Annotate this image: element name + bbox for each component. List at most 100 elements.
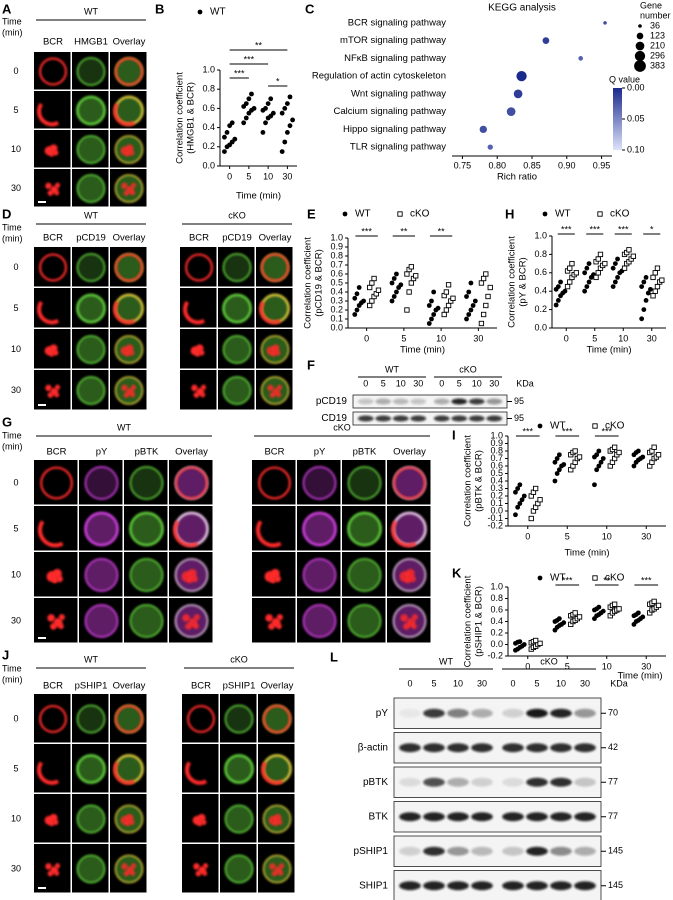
point bbox=[431, 289, 437, 295]
y-tick-label: BCR signaling pathway bbox=[348, 17, 446, 28]
point bbox=[394, 271, 399, 277]
band bbox=[447, 743, 469, 753]
bcr-cluster bbox=[411, 623, 417, 630]
point bbox=[279, 149, 285, 155]
point bbox=[576, 454, 583, 460]
legend-label: WT bbox=[555, 209, 571, 220]
x-tick-label: 30 bbox=[473, 333, 483, 343]
bcr-cluster bbox=[411, 614, 418, 621]
stain-cell bbox=[224, 804, 254, 834]
sig-label: ** bbox=[438, 226, 446, 236]
point bbox=[464, 294, 469, 299]
group-header: cKO bbox=[540, 656, 558, 666]
stain-cell bbox=[76, 293, 106, 324]
stain-cell bbox=[222, 293, 252, 324]
point bbox=[515, 504, 521, 510]
point bbox=[391, 294, 397, 299]
point bbox=[640, 454, 646, 460]
x-tick-label: 0.75 bbox=[454, 160, 472, 170]
bcr-cap bbox=[113, 300, 136, 325]
point bbox=[562, 288, 568, 294]
x-tick-label: 30 bbox=[647, 333, 657, 343]
bcr-cluster bbox=[50, 622, 57, 630]
y-tick-label: 0.0 bbox=[534, 322, 547, 332]
color-bar bbox=[613, 88, 622, 150]
sig-label: *** bbox=[561, 224, 572, 234]
time-label: (min) bbox=[2, 674, 23, 684]
point bbox=[652, 270, 658, 276]
point bbox=[443, 289, 450, 295]
bcr-ring bbox=[184, 253, 214, 282]
band bbox=[471, 846, 493, 856]
stain-cell bbox=[76, 135, 106, 164]
bcr-ring bbox=[262, 704, 292, 734]
point bbox=[241, 120, 247, 126]
point bbox=[564, 283, 571, 290]
bcr-cluster bbox=[276, 384, 283, 390]
point bbox=[576, 614, 583, 620]
panel-letter: G bbox=[2, 414, 12, 429]
lane-label: 0 bbox=[510, 678, 515, 688]
band bbox=[574, 846, 596, 856]
x-axis-label: Time (min) bbox=[400, 345, 445, 356]
band bbox=[447, 881, 469, 891]
point bbox=[595, 270, 601, 276]
legend-label: WT bbox=[355, 209, 371, 220]
bcr-ring bbox=[260, 253, 290, 282]
point bbox=[513, 512, 518, 518]
band bbox=[526, 777, 548, 787]
bcr-cluster bbox=[130, 863, 137, 869]
point bbox=[612, 444, 618, 450]
point bbox=[621, 265, 628, 271]
y-tick-label: Wnt signaling pathway bbox=[351, 88, 446, 99]
bubble bbox=[479, 125, 487, 134]
x-tick-label: 5 bbox=[565, 531, 570, 541]
stain-cell bbox=[76, 174, 106, 203]
image-grid bbox=[34, 52, 147, 207]
group-header: cKO bbox=[230, 654, 248, 664]
band bbox=[502, 708, 524, 718]
time-value: 10 bbox=[11, 144, 21, 154]
stain-cell bbox=[222, 376, 252, 405]
bcr-cluster bbox=[202, 871, 208, 876]
point bbox=[616, 449, 622, 456]
lane-label: 5 bbox=[431, 678, 436, 688]
x-tick-label: 30 bbox=[641, 661, 651, 671]
point bbox=[640, 614, 646, 620]
point bbox=[586, 261, 592, 266]
sig-label: *** bbox=[522, 426, 533, 436]
y-tick-label: 1.0 bbox=[490, 581, 503, 591]
bubble bbox=[487, 144, 493, 150]
point bbox=[533, 485, 539, 492]
point bbox=[404, 307, 410, 313]
y-tick-label: 0.2 bbox=[330, 304, 343, 314]
bcr-cluster bbox=[268, 622, 275, 630]
point bbox=[554, 456, 560, 461]
band bbox=[447, 812, 469, 822]
point bbox=[517, 482, 523, 488]
stain-cell bbox=[302, 604, 337, 638]
legend-label: WT bbox=[210, 7, 226, 18]
legend-title: Q value bbox=[609, 74, 640, 84]
point bbox=[197, 9, 203, 15]
panel-letter: B bbox=[155, 1, 164, 16]
point bbox=[513, 489, 518, 495]
point bbox=[361, 298, 366, 304]
point bbox=[367, 284, 373, 291]
mw-label: 95 bbox=[514, 396, 524, 406]
stain-cell bbox=[302, 558, 337, 592]
bcr-cluster bbox=[51, 577, 59, 584]
point bbox=[612, 279, 618, 285]
channel-label: Overlay bbox=[393, 447, 426, 458]
bcr-ring bbox=[114, 57, 144, 86]
mw-label: 145 bbox=[608, 846, 623, 856]
point bbox=[406, 289, 412, 295]
band bbox=[502, 777, 524, 787]
bcr-cap bbox=[37, 300, 60, 325]
bcr-cap bbox=[113, 761, 136, 785]
bcr-cluster bbox=[186, 577, 194, 584]
point bbox=[654, 265, 661, 271]
bcr-cluster bbox=[45, 182, 52, 190]
point bbox=[287, 94, 293, 100]
y-tick-label: Calcium signaling pathway bbox=[334, 106, 447, 117]
